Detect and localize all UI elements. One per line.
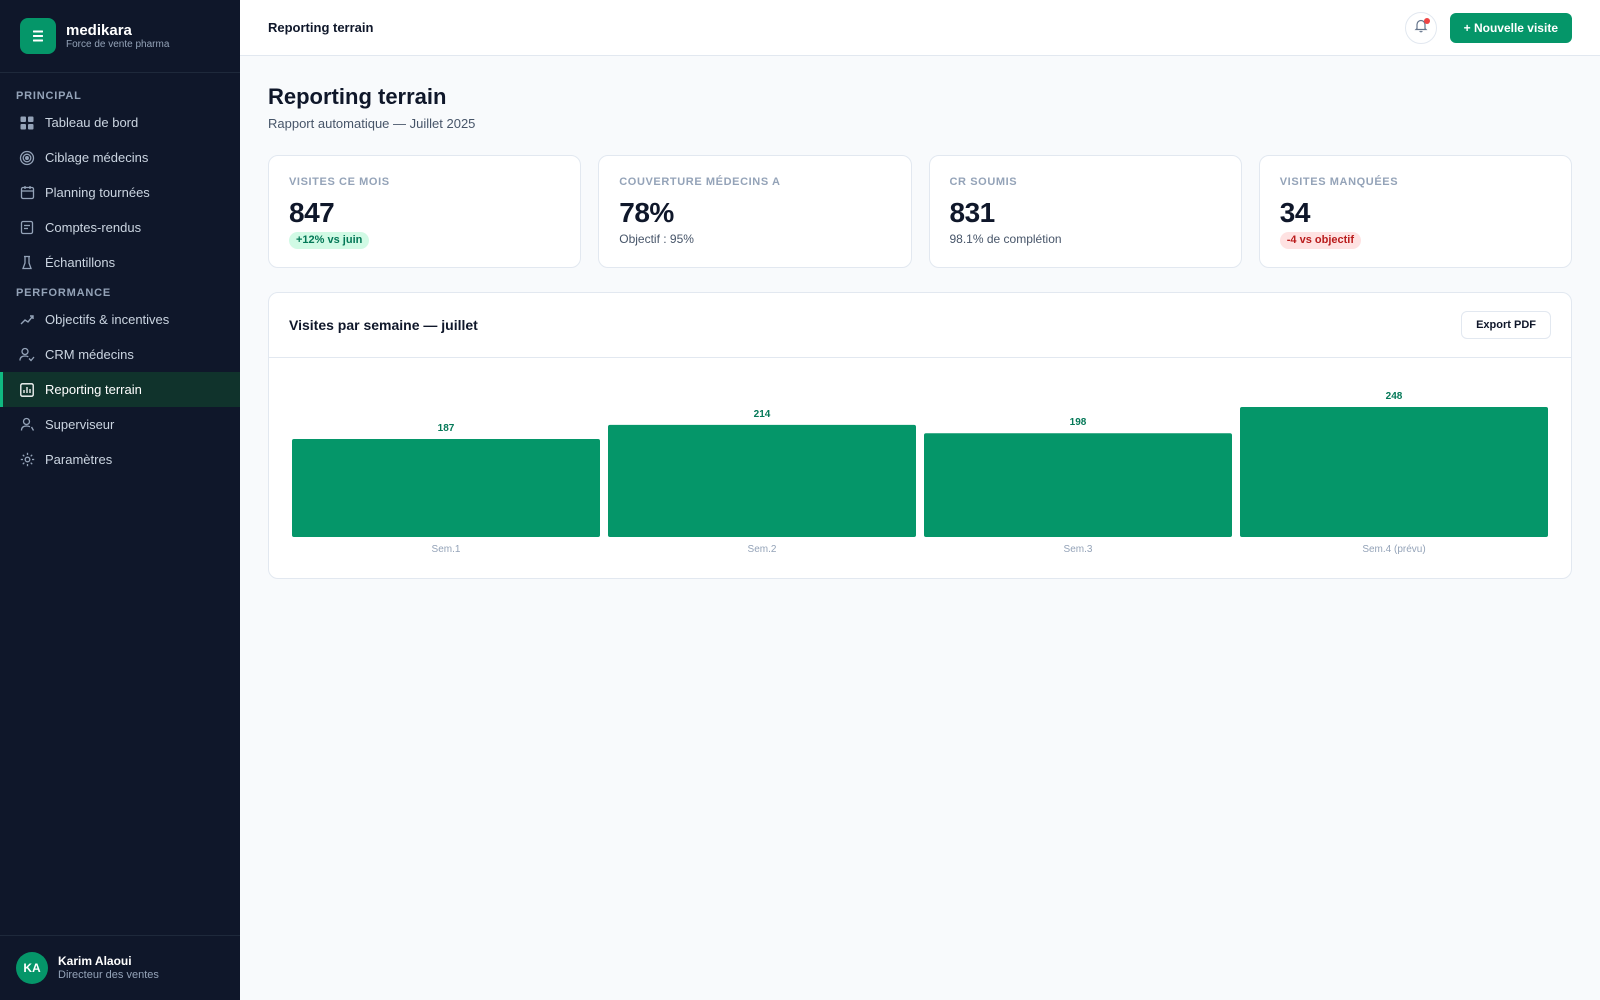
bar-chart: 187 Sem.1 214 Sem.2 198 Sem.3 248 Sem.4 (prévu) <box>292 391 1548 555</box>
sidebar-item-label: Comptes-rendus <box>45 220 142 235</box>
new-visit-button[interactable]: + Nouvelle visite <box>1449 12 1572 43</box>
avatar: KA <box>16 952 48 984</box>
kpi-note: 98.1% de complétion <box>949 232 1062 246</box>
sidebar-item-label: Paramètres <box>45 452 113 467</box>
sidebar-item-reporting-terrain[interactable]: Reporting terrain <box>0 372 240 407</box>
sidebar-item-label: Planning tournées <box>45 185 150 200</box>
sidebar-item-superviseur[interactable]: Superviseur <box>0 407 240 442</box>
sidebar-item-label: Ciblage médecins <box>45 150 149 165</box>
sidebar-item-objectifs-incentives[interactable]: Objectifs & incentives <box>0 302 240 337</box>
brand[interactable]: medikara Force de vente pharma <box>0 0 240 73</box>
brand-subtitle: Force de vente pharma <box>66 38 170 50</box>
sidebar-item-label: Échantillons <box>45 255 116 270</box>
page-subtitle: Rapport automatique — Juillet 2025 <box>268 116 476 131</box>
user-check-icon <box>18 346 36 364</box>
user-name: Karim Alaoui <box>58 954 132 968</box>
bar-3 <box>924 433 1232 537</box>
kpi-value: 847 <box>289 197 335 228</box>
user-profile[interactable]: KA Karim Alaoui Directeur des ventes <box>0 935 240 1000</box>
status-badge: +12% vs juin <box>289 232 370 249</box>
sidebar: medikara Force de vente pharma PRINCIPAL… <box>0 0 240 1000</box>
notifications-button[interactable] <box>1404 11 1437 44</box>
kpi-card-cr-soumis: CR SOUMIS 831 98.1% de complétion <box>928 155 1242 268</box>
sidebar-item-echantillons[interactable]: Échantillons <box>0 245 240 280</box>
chart-card-header: Visites par semaine — juillet Export PDF <box>269 293 1571 358</box>
topbar: Reporting terrain + Nouvelle visite <box>240 0 1600 56</box>
sidebar-item-label: Reporting terrain <box>45 382 142 397</box>
page-title: Reporting terrain <box>268 84 447 109</box>
document-icon <box>18 219 36 237</box>
grid-icon <box>18 114 36 132</box>
sidebar-item-planning-tournees[interactable]: Planning tournées <box>0 175 240 210</box>
kpi-label: CR SOUMIS <box>949 176 1018 188</box>
calendar-icon <box>18 184 36 202</box>
trend-icon <box>18 311 36 329</box>
topbar-title: Reporting terrain <box>268 20 374 35</box>
main-content: Reporting terrain Rapport automatique — … <box>268 56 1572 579</box>
kpi-card-visites: VISITES CE MOIS 847 +12% vs juin <box>268 155 582 268</box>
sidebar-item-comptes-rendus[interactable]: Comptes-rendus <box>0 210 240 245</box>
kpi-card-couverture: COUVERTURE MÉDECINS A 78% Objectif : 95% <box>598 155 912 268</box>
nav-section-performance: PERFORMANCE <box>16 287 111 299</box>
kpi-label: VISITES CE MOIS <box>289 176 390 188</box>
gear-icon <box>18 451 36 469</box>
flask-icon <box>18 254 36 272</box>
chart-card: Visites par semaine — juillet Export PDF… <box>268 292 1572 579</box>
sidebar-item-tableau-de-bord[interactable]: Tableau de bord <box>0 105 240 140</box>
kpi-value: 831 <box>949 197 996 228</box>
nav-section-principal: PRINCIPAL <box>16 90 82 102</box>
kpi-value: 34 <box>1279 197 1311 228</box>
kpi-label: VISITES MANQUÉES <box>1279 176 1399 188</box>
sidebar-item-label: Tableau de bord <box>45 115 139 130</box>
status-badge: -4 vs objectif <box>1279 232 1361 249</box>
bell-icon <box>1414 18 1428 38</box>
kpi-note: Objectif : 95% <box>619 232 694 246</box>
sidebar-item-parametres[interactable]: Paramètres <box>0 442 240 477</box>
notification-dot <box>1423 17 1430 24</box>
kpi-label: COUVERTURE MÉDECINS A <box>619 176 781 188</box>
export-pdf-button[interactable]: Export PDF <box>1461 311 1551 339</box>
bar-value-label: 187 <box>438 423 455 434</box>
kpi-card-visites-manquees: VISITES MANQUÉES 34 -4 vs objectif <box>1258 155 1572 268</box>
bar-4 <box>1240 407 1548 537</box>
target-icon <box>18 149 36 167</box>
sidebar-item-label: Superviseur <box>45 417 115 432</box>
sidebar-item-ciblage-medecins[interactable]: Ciblage médecins <box>0 140 240 175</box>
sidebar-item-crm-medecins[interactable]: CRM médecins <box>0 337 240 372</box>
brand-name: medikara <box>66 21 132 39</box>
sidebar-item-label: Objectifs & incentives <box>45 312 170 327</box>
bar-1 <box>292 438 600 537</box>
list-icon <box>20 18 56 54</box>
report-icon <box>18 381 36 399</box>
sidebar-item-label: CRM médecins <box>45 347 134 362</box>
bar-2 <box>608 424 916 537</box>
bar-value-label: 198 <box>1070 417 1087 428</box>
user-icon <box>18 416 36 434</box>
user-role: Directeur des ventes <box>58 969 159 981</box>
x-tick-label: Sem.4 (prévu) <box>1362 544 1425 555</box>
bar-value-label: 214 <box>754 409 771 420</box>
kpi-value: 78% <box>619 197 674 228</box>
x-tick-label: Sem.1 <box>432 544 461 555</box>
kpi-row: VISITES CE MOIS 847 +12% vs juin COUVERT… <box>268 155 1572 268</box>
x-tick-label: Sem.3 <box>1064 544 1093 555</box>
x-tick-label: Sem.2 <box>748 544 777 555</box>
chart-area: 187 Sem.1 214 Sem.2 198 Sem.3 248 Sem.4 (prévu) <box>269 358 1571 578</box>
bar-value-label: 248 <box>1386 391 1403 402</box>
chart-title: Visites par semaine — juillet <box>289 317 478 333</box>
